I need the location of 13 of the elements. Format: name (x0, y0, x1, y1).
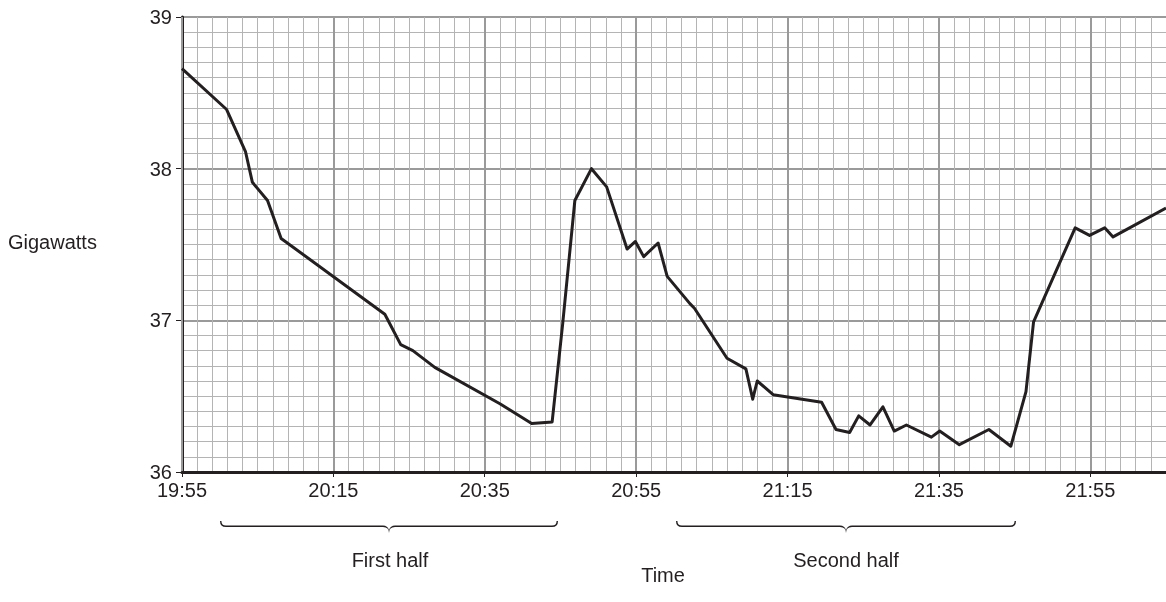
x-tick-label: 21:15 (762, 479, 813, 501)
y-axis-title: Gigawatts (8, 231, 97, 253)
x-tick-label: 20:15 (308, 479, 359, 501)
x-axis-title: Time (641, 564, 685, 586)
y-tick-label: 39 (149, 6, 172, 28)
text: Second half (793, 549, 900, 571)
y-tick-label: 37 (149, 309, 172, 332)
x-tick-label: 20:35 (459, 479, 510, 501)
text: First half (351, 549, 429, 571)
x-tick-label: 21:55 (1065, 479, 1116, 501)
x-tick-label: 21:35 (913, 479, 964, 501)
x-tick-label: 20:55 (611, 479, 662, 501)
y-tick-label: 38 (149, 157, 172, 180)
